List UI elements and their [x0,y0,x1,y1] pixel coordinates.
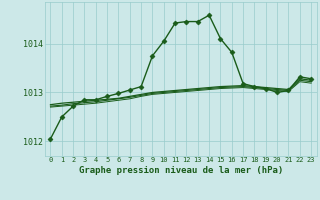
X-axis label: Graphe pression niveau de la mer (hPa): Graphe pression niveau de la mer (hPa) [79,166,283,175]
